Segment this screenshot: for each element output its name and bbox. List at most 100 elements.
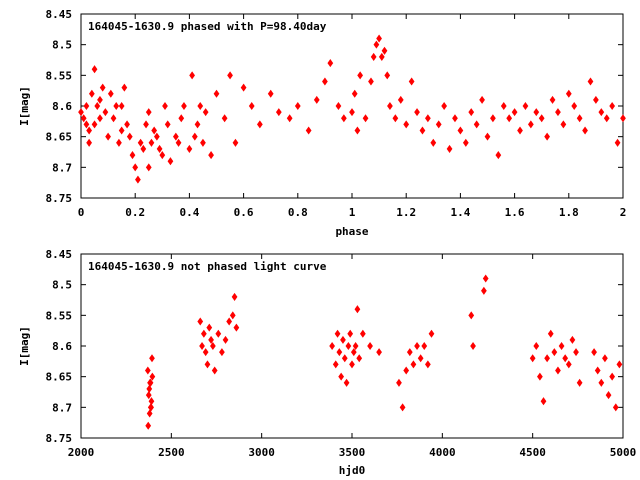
data-point — [341, 114, 347, 123]
data-point — [200, 138, 206, 147]
data-point — [598, 108, 605, 117]
data-point — [529, 354, 536, 363]
data-point — [105, 132, 111, 141]
data-point — [147, 403, 154, 412]
data-point — [199, 341, 205, 351]
data-point — [352, 341, 359, 351]
x-tick-label: 0.4 — [179, 206, 199, 219]
y-axis-label: I[mag] — [18, 86, 31, 126]
data-point — [213, 89, 220, 98]
data-point — [573, 348, 579, 357]
data-point — [511, 108, 518, 117]
data-point — [132, 163, 139, 172]
y-tick-label: 8.45 — [46, 248, 73, 261]
data-point — [544, 354, 550, 363]
data-point — [376, 348, 382, 357]
y-tick-label: 8.5 — [52, 39, 72, 52]
data-point — [159, 151, 166, 160]
data-point — [313, 95, 320, 104]
data-point — [370, 52, 377, 61]
data-point — [381, 46, 388, 55]
data-point — [80, 114, 87, 123]
data-point — [336, 348, 343, 357]
data-point — [603, 114, 610, 123]
data-point — [549, 95, 556, 104]
data-point — [517, 126, 523, 135]
data-point — [490, 114, 496, 123]
data-point — [359, 329, 366, 338]
x-axis-label: phase — [335, 225, 368, 238]
data-point — [547, 329, 554, 338]
data-point — [88, 89, 95, 98]
data-point — [397, 95, 404, 104]
data-point — [232, 138, 239, 147]
plot-panel-2: 2000 2500 3000 3500 4000 4500 5000 8.45 8.5 8.55 8… — [18, 248, 636, 477]
data-point — [121, 83, 128, 92]
data-point — [582, 126, 588, 135]
data-point — [384, 71, 391, 80]
data-point — [367, 341, 373, 351]
data-point — [332, 360, 339, 369]
data-point — [146, 384, 153, 393]
data-point — [208, 151, 214, 160]
data-point — [538, 114, 545, 123]
data-point — [506, 114, 513, 123]
data-point — [408, 77, 415, 86]
data-point — [286, 114, 293, 123]
data-point — [616, 360, 623, 369]
data-point — [124, 120, 130, 129]
data-point — [343, 378, 350, 387]
data-point — [609, 372, 616, 381]
data-point — [410, 360, 417, 369]
data-point — [143, 120, 149, 129]
x-tick-label: 3000 — [248, 446, 275, 459]
y-tick-label: 8.55 — [46, 69, 73, 82]
data-point — [495, 151, 502, 160]
data-point — [419, 126, 426, 135]
data-point — [149, 372, 156, 381]
y-tick-label: 8.65 — [46, 131, 73, 144]
data-point — [340, 335, 346, 344]
data-point — [533, 108, 540, 117]
data-point — [598, 378, 605, 387]
x-tick-label: 0.8 — [288, 206, 308, 219]
x-tick-label: 4500 — [519, 446, 546, 459]
data-point — [200, 329, 207, 338]
y-tick-label: 8.75 — [46, 432, 73, 445]
data-point — [145, 108, 152, 117]
data-point — [399, 403, 406, 412]
data-point — [267, 89, 274, 98]
data-point — [102, 108, 109, 117]
data-point — [145, 421, 152, 430]
data-point — [500, 101, 507, 111]
data-point — [226, 317, 233, 326]
data-point — [211, 366, 218, 375]
y-axis-label: I[mag] — [18, 326, 31, 366]
data-point — [118, 126, 125, 135]
y-tick-label: 8.7 — [52, 401, 72, 414]
data-point — [403, 366, 410, 375]
data-point — [329, 341, 335, 351]
data-point — [233, 323, 240, 332]
data-point — [86, 138, 92, 147]
data-point — [558, 341, 565, 351]
data-point — [560, 120, 567, 129]
data-point — [565, 360, 572, 369]
y-tick-label: 8.75 — [46, 192, 73, 205]
data-point — [387, 101, 393, 111]
data-point — [462, 138, 469, 147]
data-point — [335, 101, 342, 111]
data-point — [392, 114, 399, 123]
data-point — [481, 286, 487, 295]
data-point — [204, 360, 211, 369]
data-point — [468, 108, 475, 117]
data-point — [248, 101, 255, 111]
plot-title: 164045-1630.9 phased with P=98.40day — [88, 20, 327, 33]
data-point — [357, 71, 363, 80]
data-point — [186, 144, 193, 153]
plot-panel-1: 0 0.2 0.4 0.6 0.8 1 1.2 1.4 1.6 1.8 2 8.45 8.5 8.55 8.… — [18, 8, 626, 238]
data-point — [414, 108, 420, 117]
plot-frame — [80, 253, 624, 439]
data-point — [522, 101, 529, 111]
y-tick-label: 8.5 — [52, 279, 72, 292]
